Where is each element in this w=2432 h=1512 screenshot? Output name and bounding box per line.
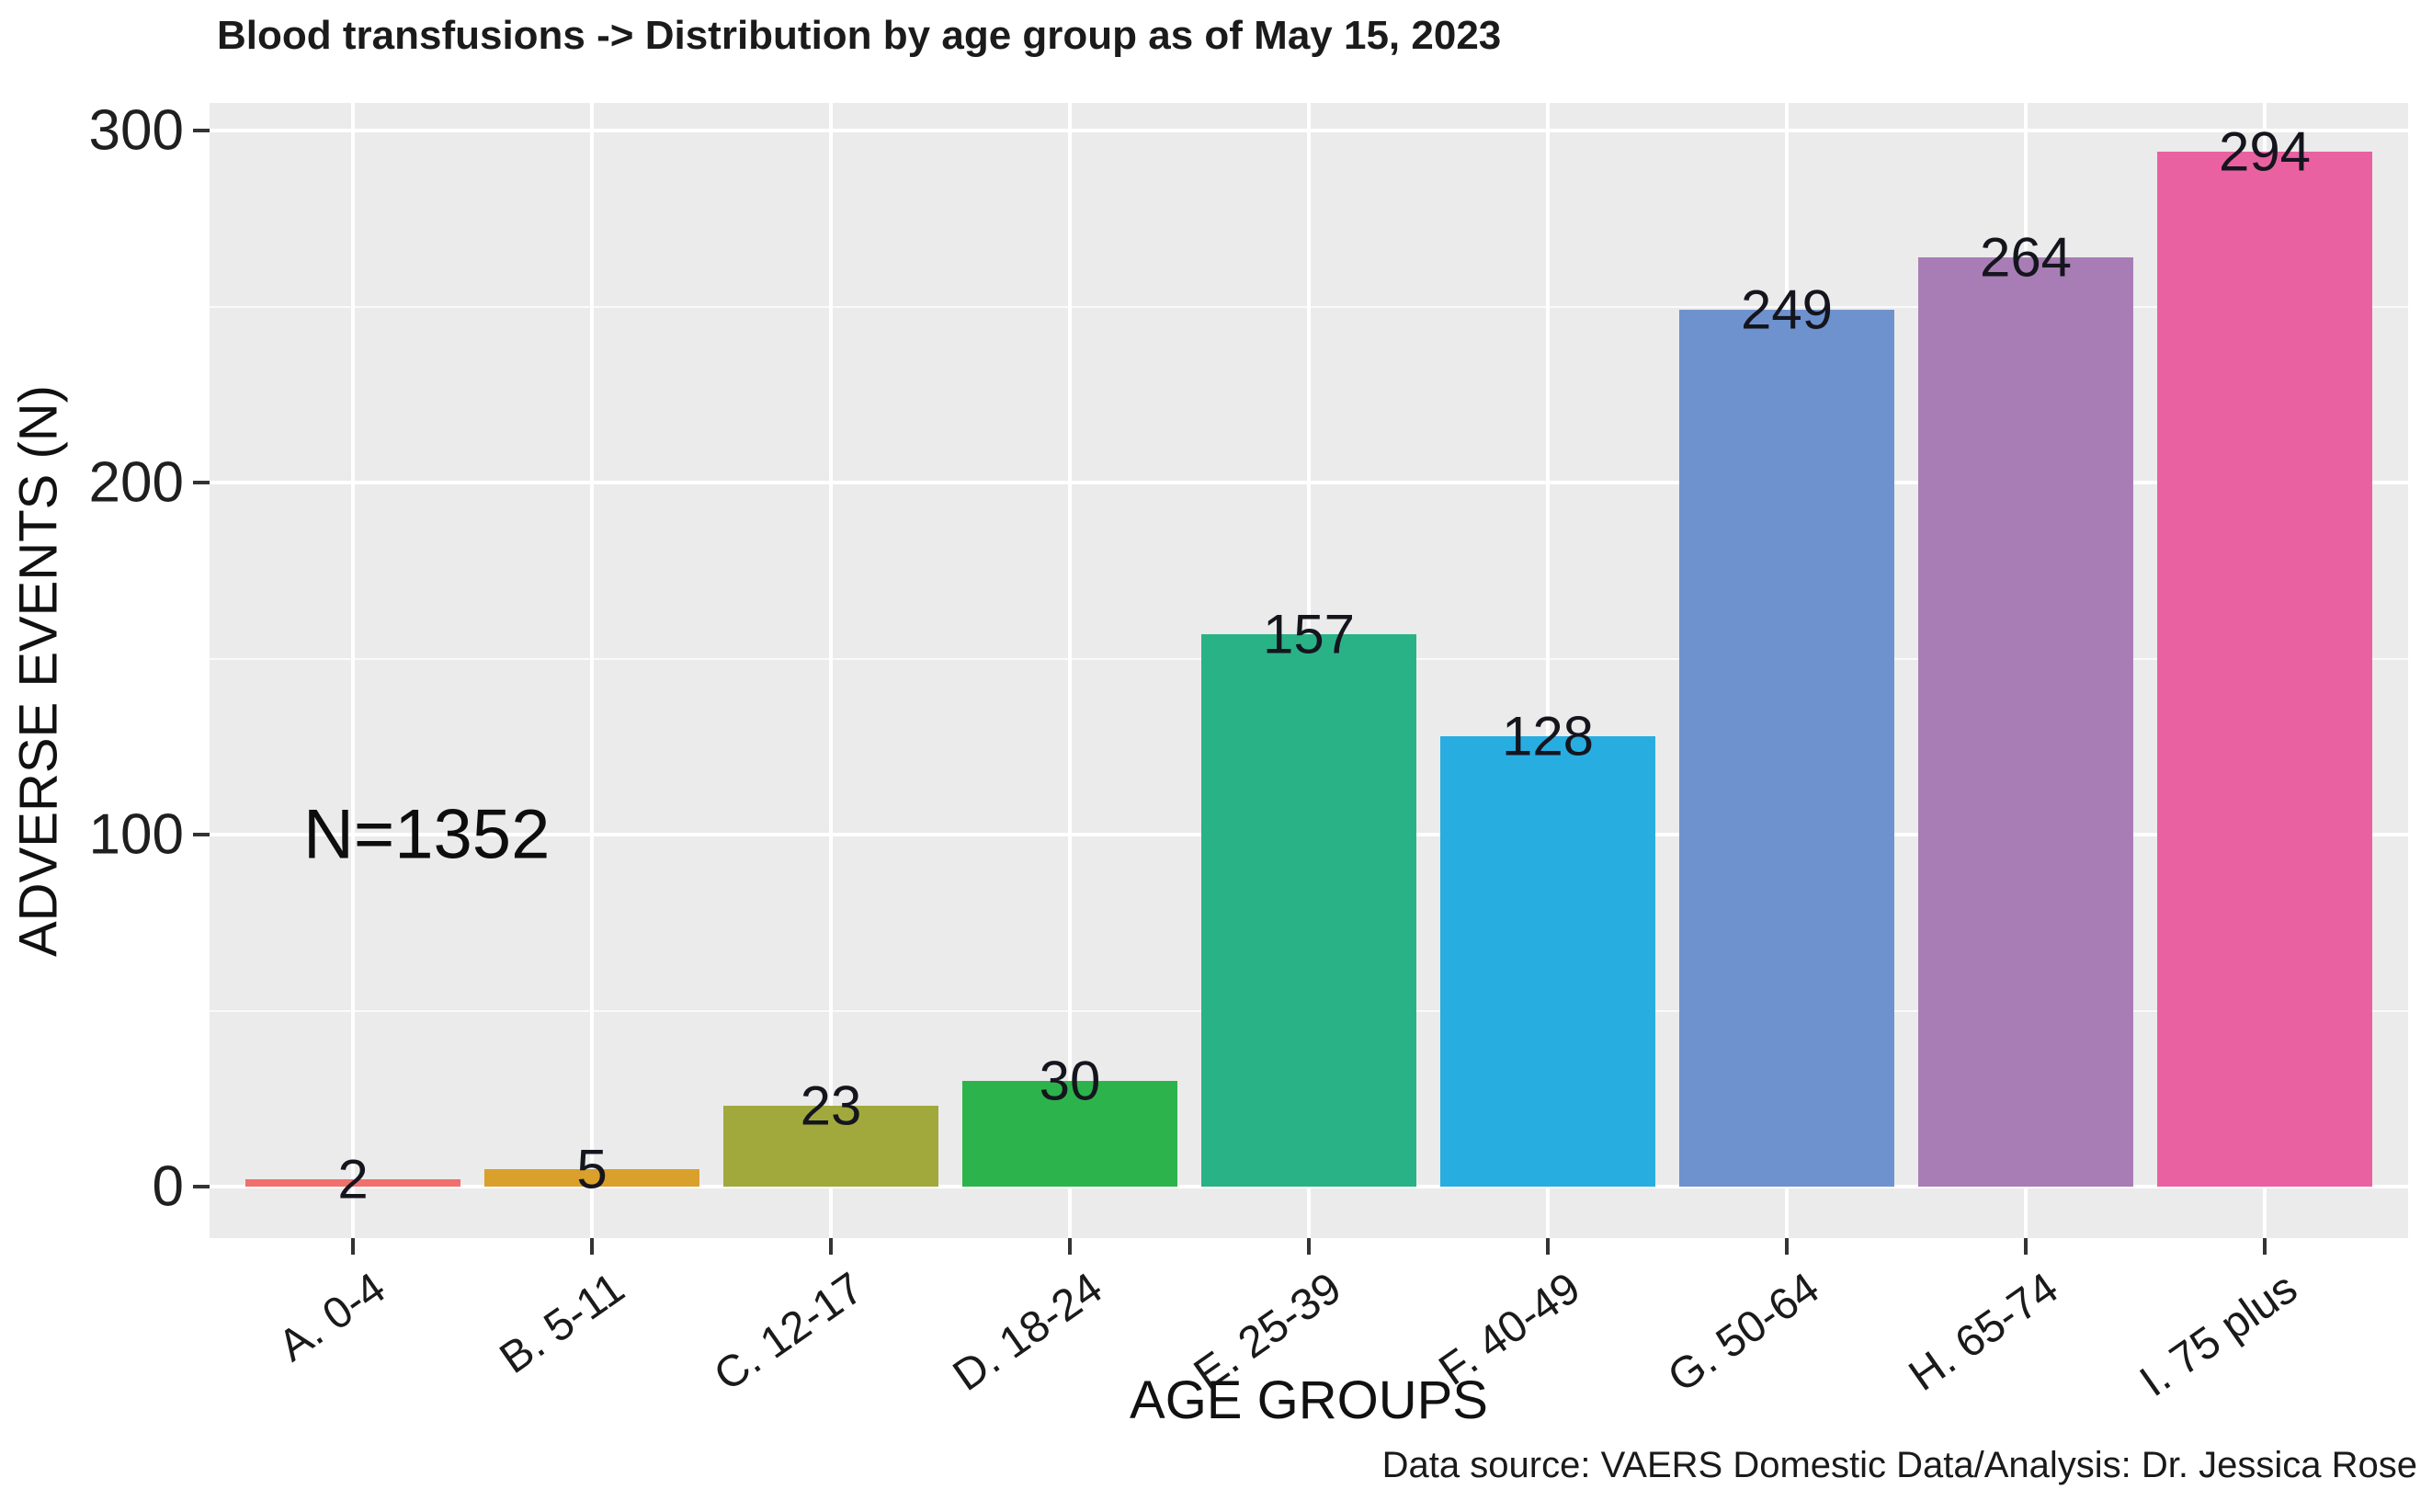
bar [1918,256,2133,1187]
bar [1440,735,1655,1187]
bar-value-label: 30 [1039,1050,1101,1112]
bar-value-label: 5 [576,1138,608,1200]
bar [723,1105,938,1187]
bar-value-label: 294 [2218,120,2312,183]
x-tick-mark [1068,1238,1072,1255]
x-tick-mark [351,1238,355,1255]
y-axis-title: ADVERSE EVENTS (N) [8,385,69,957]
x-tick-mark [1307,1238,1311,1255]
bar [2157,151,2372,1187]
y-tick-label: 300 [88,98,184,163]
x-tick-label: D. 18-24 [944,1263,1111,1401]
x-tick-mark [829,1238,833,1255]
bar [1201,633,1416,1187]
y-tick-mark [193,833,210,836]
x-tick-label: I. 75 plus [2131,1263,2306,1406]
x-tick-label: C. 12-17 [705,1263,872,1401]
bar-value-label: 249 [1740,279,1834,341]
x-axis-title: AGE GROUPS [1130,1370,1488,1430]
bar-value-label: 264 [1979,226,2073,289]
gridline-major-v [1546,103,1550,1238]
bar-value-label: 23 [800,1074,862,1137]
bar [1679,310,1894,1187]
bar [962,1081,1177,1187]
x-tick-mark [1785,1238,1789,1255]
bar-value-label: 128 [1501,705,1595,767]
gridline-major-v [829,103,833,1238]
bar-value-label: 2 [337,1148,369,1211]
y-tick-label: 100 [88,802,184,867]
bar [245,1179,460,1187]
gridline-major-v [590,103,594,1238]
y-tick-mark [193,1185,210,1188]
x-tick-label: B. 5-11 [491,1263,633,1383]
bar [484,1168,699,1187]
x-tick-mark [2024,1238,2028,1255]
gridline-major-v [351,103,355,1238]
n-total-annotation: N=1352 [303,795,551,874]
x-tick-mark [1546,1238,1550,1255]
x-tick-mark [2263,1238,2267,1255]
x-tick-label: A. 0-4 [269,1263,394,1371]
gridline-major-v [1068,103,1072,1238]
x-tick-label: G. 50-64 [1659,1263,1828,1403]
y-tick-mark [193,481,210,484]
y-tick-label: 0 [152,1154,184,1219]
y-tick-mark [193,129,210,132]
y-tick-label: 200 [88,450,184,515]
x-tick-mark [590,1238,594,1255]
chart-title: Blood transfusions -> Distribution by ag… [217,13,1502,58]
source-note: Data source: VAERS Domestic Data/Analysi… [1381,1445,2417,1485]
x-tick-label: H. 65-74 [1900,1263,2067,1401]
bar-value-label: 157 [1262,603,1356,665]
